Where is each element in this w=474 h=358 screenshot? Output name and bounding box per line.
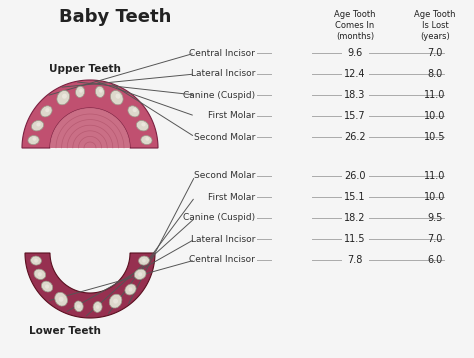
Ellipse shape (141, 136, 152, 145)
Text: Age Tooth
Is Lost
(years): Age Tooth Is Lost (years) (414, 10, 456, 41)
Text: Age Tooth
Comes In
(months): Age Tooth Comes In (months) (334, 10, 376, 41)
Ellipse shape (57, 91, 70, 105)
Ellipse shape (62, 93, 67, 99)
Ellipse shape (45, 285, 49, 289)
Text: Central Incisor: Central Incisor (189, 48, 255, 58)
Polygon shape (25, 253, 155, 318)
Text: 8.0: 8.0 (428, 69, 443, 79)
Ellipse shape (141, 122, 146, 126)
Text: Upper Teeth: Upper Teeth (49, 64, 121, 74)
Ellipse shape (137, 121, 148, 131)
Ellipse shape (110, 91, 123, 105)
Ellipse shape (96, 305, 100, 309)
Ellipse shape (128, 287, 133, 291)
Ellipse shape (34, 259, 38, 262)
Text: First Molar: First Molar (208, 193, 255, 202)
Ellipse shape (45, 108, 49, 112)
Ellipse shape (77, 304, 81, 308)
Text: 18.2: 18.2 (344, 213, 366, 223)
Text: 6.0: 6.0 (428, 255, 443, 265)
Ellipse shape (133, 108, 137, 112)
Text: 9.6: 9.6 (347, 48, 363, 58)
Text: 7.0: 7.0 (428, 48, 443, 58)
Ellipse shape (109, 294, 122, 308)
Ellipse shape (128, 106, 139, 117)
Polygon shape (50, 108, 130, 148)
Ellipse shape (125, 284, 136, 295)
Ellipse shape (116, 93, 120, 99)
Text: 15.7: 15.7 (344, 111, 366, 121)
Ellipse shape (134, 269, 146, 280)
Ellipse shape (36, 122, 41, 126)
Text: Canine (Cuspid): Canine (Cuspid) (183, 91, 255, 100)
Ellipse shape (38, 272, 42, 276)
Ellipse shape (79, 89, 83, 93)
Ellipse shape (138, 256, 149, 265)
Ellipse shape (95, 86, 104, 97)
Ellipse shape (31, 256, 41, 265)
Text: 7.8: 7.8 (347, 255, 363, 265)
Text: 11.0: 11.0 (424, 90, 446, 100)
Text: 11.0: 11.0 (424, 171, 446, 181)
Text: First Molar: First Molar (208, 111, 255, 121)
Text: Lateral Incisor: Lateral Incisor (191, 234, 255, 243)
Ellipse shape (41, 281, 53, 292)
Text: 10.0: 10.0 (424, 192, 446, 202)
Text: 10.5: 10.5 (424, 132, 446, 142)
Ellipse shape (28, 136, 39, 145)
Ellipse shape (34, 269, 46, 280)
Text: Second Molar: Second Molar (193, 132, 255, 141)
Text: 26.0: 26.0 (344, 171, 366, 181)
Ellipse shape (55, 292, 67, 306)
Text: Canine (Cuspid): Canine (Cuspid) (183, 213, 255, 223)
Text: 15.1: 15.1 (344, 192, 366, 202)
Ellipse shape (74, 301, 83, 312)
Text: 12.4: 12.4 (344, 69, 366, 79)
Ellipse shape (33, 137, 36, 141)
Ellipse shape (138, 272, 142, 276)
Ellipse shape (142, 259, 146, 262)
Ellipse shape (41, 106, 52, 117)
Text: 11.5: 11.5 (344, 234, 366, 244)
Text: Central Incisor: Central Incisor (189, 256, 255, 265)
Text: Lower Teeth: Lower Teeth (29, 326, 101, 336)
Ellipse shape (99, 89, 102, 93)
Ellipse shape (93, 301, 102, 312)
Ellipse shape (113, 299, 118, 304)
Text: 9.5: 9.5 (428, 213, 443, 223)
Text: Second Molar: Second Molar (193, 171, 255, 180)
Text: Baby Teeth: Baby Teeth (59, 8, 171, 26)
Ellipse shape (31, 121, 44, 131)
Ellipse shape (75, 86, 85, 97)
Text: 26.2: 26.2 (344, 132, 366, 142)
Text: 18.3: 18.3 (344, 90, 365, 100)
Ellipse shape (59, 297, 64, 302)
Polygon shape (22, 80, 158, 148)
Text: 7.0: 7.0 (428, 234, 443, 244)
Text: Lateral Incisor: Lateral Incisor (191, 69, 255, 78)
Ellipse shape (146, 137, 149, 141)
Text: 10.0: 10.0 (424, 111, 446, 121)
